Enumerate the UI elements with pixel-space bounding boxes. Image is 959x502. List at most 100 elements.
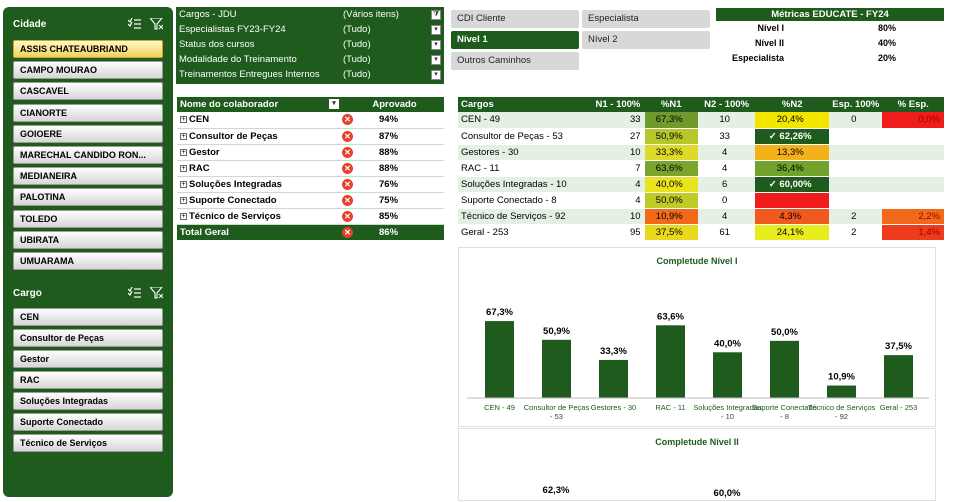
table-row[interactable]: + Consultor de Peças ✕ 87% bbox=[177, 128, 444, 145]
table-row: Suporte Conectado - 8 4 50,0% 0 bbox=[458, 192, 944, 209]
pn1-cell: 63,6% bbox=[644, 160, 698, 177]
category-label: - 8 bbox=[780, 412, 789, 421]
filter-value: (Vários itens) bbox=[343, 9, 399, 20]
pn2-value: 4,3% bbox=[779, 210, 802, 222]
total-pct: 86% bbox=[379, 226, 399, 238]
clear-filter-icon[interactable] bbox=[148, 17, 164, 30]
chart-bar bbox=[884, 355, 913, 398]
expand-icon[interactable]: + bbox=[180, 164, 187, 172]
chart-bar bbox=[542, 339, 571, 398]
expand-icon[interactable]: + bbox=[180, 148, 187, 156]
total-cell: ✕ 86% bbox=[342, 224, 444, 240]
cidade-item[interactable]: UMUARAMA bbox=[13, 252, 163, 270]
cargo-item[interactable]: RAC bbox=[13, 371, 163, 389]
cargo-item[interactable]: Suporte Conectado bbox=[13, 413, 163, 431]
pivot-approved-cell: ✕ 75% bbox=[342, 192, 444, 209]
n1-cell: 33 bbox=[591, 112, 645, 129]
pesp-cell: 2,2% bbox=[882, 208, 944, 225]
dropdown-arrow-icon[interactable]: ▾ bbox=[431, 70, 441, 80]
metric-label: Nível II bbox=[754, 38, 784, 48]
cargo-item[interactable]: Consultor de Peças bbox=[13, 329, 163, 347]
pivot-pct: 88% bbox=[379, 146, 399, 158]
cidade-item[interactable]: PALOTINA bbox=[13, 188, 163, 207]
cargos-table: Cargos N1 - 100% %N1 N2 - 100% %N2 Esp. 100%%… bbox=[458, 97, 944, 241]
n2-cell: 33 bbox=[697, 128, 756, 145]
slicer-nivel-2[interactable]: Nível 2 bbox=[582, 31, 710, 49]
table-row[interactable]: + Soluções Integradas ✕ 76% bbox=[177, 176, 444, 193]
esp-cell bbox=[829, 128, 883, 145]
expand-icon[interactable]: + bbox=[180, 180, 187, 188]
bar-label: 62,3% bbox=[543, 485, 570, 496]
pn2-value: 60,00% bbox=[779, 178, 812, 190]
filter-active-icon[interactable]: ⧩ bbox=[431, 10, 441, 20]
bar-label: 37,5% bbox=[885, 341, 912, 352]
category-label: - 92 bbox=[835, 412, 848, 421]
cidade-item[interactable]: TOLEDO bbox=[13, 209, 163, 228]
col-aprovado: Aprovado bbox=[342, 97, 444, 112]
cargo-cell: Consultor de Peças - 53 bbox=[458, 128, 592, 145]
pn2-cell: ✓ 62,26% bbox=[755, 128, 830, 145]
dropdown-arrow-icon[interactable]: ▾ bbox=[431, 55, 441, 65]
pivot-name-cell: + RAC bbox=[177, 160, 342, 177]
table-row: Técnico de Serviços - 92 10 10,9% 4 4,3% 2 2,2… bbox=[458, 208, 944, 225]
cidade-item[interactable]: GOIOERE bbox=[13, 124, 163, 143]
cargo-item[interactable]: Técnico de Serviços bbox=[13, 434, 163, 452]
pivot-filters: Cargos - JDU (Vários itens) ⧩ Especialistas… bbox=[176, 7, 444, 84]
cargo-slicer-title: Cargo bbox=[13, 288, 42, 299]
esp-cell bbox=[829, 176, 883, 193]
slicer-especialista[interactable]: Especialista bbox=[582, 10, 710, 28]
metric-row: Nível II 40% bbox=[716, 36, 944, 51]
table-row[interactable]: + Suporte Conectado ✕ 75% bbox=[177, 192, 444, 209]
cargo-item[interactable]: Soluções Integradas bbox=[13, 392, 163, 410]
cidade-item[interactable]: UBIRATA bbox=[13, 230, 163, 249]
metric-label: Nível I bbox=[757, 23, 784, 33]
expand-icon[interactable]: + bbox=[180, 116, 187, 124]
chart-bar bbox=[656, 325, 685, 398]
slicer-outros-caminhos[interactable]: Outros Caminhos bbox=[451, 52, 579, 70]
metric-label: Especialista bbox=[731, 53, 784, 63]
n1-cell: 4 bbox=[591, 176, 645, 193]
clear-filter-icon[interactable] bbox=[148, 286, 164, 299]
filter-row: Especialistas FY23-FY24 (Tudo) ▾ bbox=[176, 23, 444, 37]
chart-nivel-1: Completude Nível I 67,3% CEN - 49 50,9% Con… bbox=[458, 247, 936, 427]
dropdown-arrow-icon[interactable]: ▾ bbox=[431, 25, 441, 35]
pn2-cell: 13,3% bbox=[755, 144, 830, 161]
dropdown-arrow-icon[interactable]: ▾ bbox=[431, 40, 441, 50]
cidade-item[interactable]: CASCAVEL bbox=[13, 82, 163, 101]
table-row[interactable]: + CEN ✕ 94% bbox=[177, 112, 444, 129]
slicer-cdi-cliente[interactable]: CDI Cliente bbox=[451, 10, 579, 28]
cidade-item[interactable]: CAMPO MOURAO bbox=[13, 61, 163, 80]
cidade-item[interactable]: CIANORTE bbox=[13, 103, 163, 122]
fail-x-icon: ✕ bbox=[342, 178, 353, 190]
cargo-item[interactable]: CEN bbox=[13, 308, 163, 326]
expand-icon[interactable]: + bbox=[180, 212, 187, 220]
filter-row: Status dos cursos (Tudo) ▾ bbox=[176, 38, 444, 52]
cidade-item[interactable]: ASSIS CHATEAUBRIAND bbox=[13, 40, 163, 58]
fail-x-icon: ✕ bbox=[342, 226, 353, 238]
chart-title: Completude Nível II bbox=[655, 437, 739, 447]
pivot-name-cell: + Técnico de Serviços bbox=[177, 208, 342, 225]
cargos-header: Cargos bbox=[458, 97, 592, 112]
table-row[interactable]: + RAC ✕ 88% bbox=[177, 160, 444, 177]
slicer-nivel-1[interactable]: Nível 1 bbox=[451, 31, 579, 49]
filter-value: (Tudo) bbox=[343, 69, 371, 80]
cidade-item[interactable]: MARECHAL CANDIDO RON... bbox=[13, 146, 163, 164]
fail-x-icon: ✕ bbox=[342, 130, 353, 142]
cidade-item[interactable]: MEDIANEIRA bbox=[13, 167, 163, 186]
table-row[interactable]: + Gestor ✕ 88% bbox=[177, 144, 444, 161]
chart-bar bbox=[770, 340, 799, 398]
filter-label: Treinamentos Entregues Internos bbox=[179, 69, 320, 80]
multi-select-icon[interactable] bbox=[127, 17, 141, 30]
category-label: Gestores - 30 bbox=[591, 403, 636, 412]
multi-select-icon[interactable] bbox=[127, 286, 141, 299]
filter-dropdown-icon[interactable]: ▾ bbox=[329, 99, 339, 109]
pivot-name-cell: + Suporte Conectado bbox=[177, 192, 342, 209]
pivot-approved-cell: ✕ 88% bbox=[342, 144, 444, 161]
expand-icon[interactable]: + bbox=[180, 132, 187, 140]
pivot-name: Soluções Integradas bbox=[189, 178, 282, 190]
table-row[interactable]: + Técnico de Serviços ✕ 85% bbox=[177, 208, 444, 225]
cargo-item[interactable]: Gestor bbox=[13, 350, 163, 368]
pn2-value: 24,1% bbox=[776, 226, 804, 238]
expand-icon[interactable]: + bbox=[180, 196, 187, 204]
metric-row: Especialista 20% bbox=[716, 51, 944, 66]
